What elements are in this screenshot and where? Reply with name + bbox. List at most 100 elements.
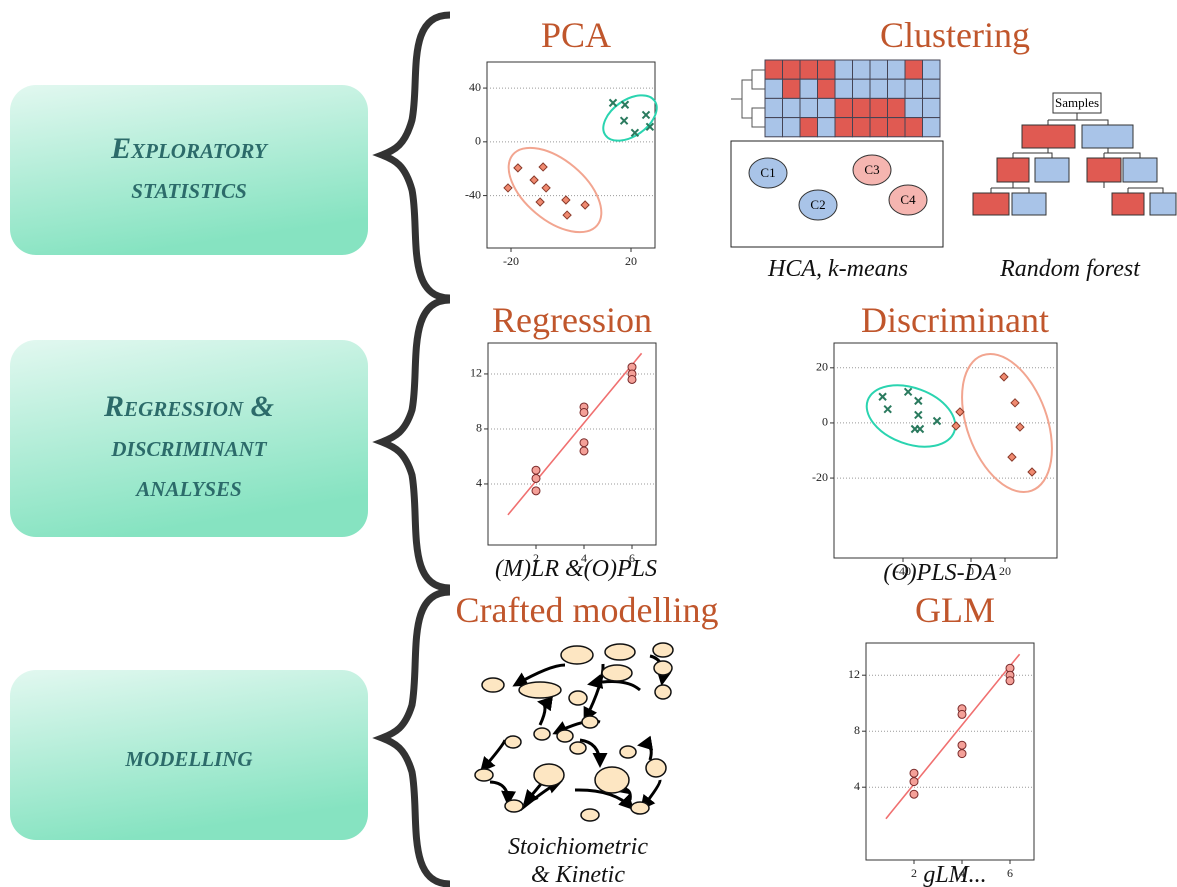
network-node <box>569 741 587 755</box>
heat-cell <box>922 117 941 138</box>
x-tick-label: 2 <box>911 866 917 880</box>
heat-cell <box>904 97 923 119</box>
group-ellipse <box>865 384 957 448</box>
panel-title: PCA <box>541 15 611 55</box>
point <box>561 195 571 205</box>
point <box>627 374 637 384</box>
network-edge <box>574 788 635 811</box>
heat-cell <box>834 59 853 80</box>
heat-cell <box>852 97 871 119</box>
y-tick-label: 8 <box>854 723 860 737</box>
tree-edge <box>990 113 1164 193</box>
point <box>579 407 589 417</box>
dendrogram <box>731 69 765 128</box>
heat-cell <box>887 97 906 119</box>
panel-title: Regression <box>492 300 652 340</box>
network-node <box>556 729 574 743</box>
point <box>951 421 961 431</box>
point <box>955 407 965 417</box>
network-node <box>518 681 562 699</box>
heat-cell <box>869 117 888 138</box>
point <box>1005 676 1015 686</box>
heat-cell <box>852 117 871 138</box>
point <box>620 100 630 109</box>
network-node <box>604 643 636 661</box>
x-tick-label: 20 <box>999 564 1011 578</box>
panel-title: GLM <box>915 590 995 630</box>
y-tick-label: 0 <box>822 415 828 429</box>
point <box>999 372 1009 382</box>
heat-cell <box>782 97 801 119</box>
network-edge <box>537 696 553 726</box>
point <box>914 410 923 420</box>
section-boxes <box>10 85 368 840</box>
tree-node <box>996 157 1030 183</box>
section-label: Regression & <box>103 390 274 423</box>
network-node <box>560 645 594 665</box>
network-node <box>581 715 599 729</box>
plot-frame <box>833 342 1058 559</box>
y-tick-label: 8 <box>476 421 482 435</box>
braces <box>372 11 451 887</box>
heat-cell <box>764 59 783 80</box>
point <box>579 438 589 448</box>
heat-cell <box>904 117 923 138</box>
tree-node <box>1011 192 1047 216</box>
network-node <box>580 808 600 822</box>
caption: & Kinetic <box>531 862 625 887</box>
point <box>932 416 942 426</box>
point <box>1027 467 1037 477</box>
x-tick-label: 2 <box>533 551 539 565</box>
point <box>878 392 887 401</box>
x-tick-label: 6 <box>1007 866 1013 880</box>
y-tick-label: 12 <box>848 667 860 681</box>
point <box>909 789 919 799</box>
heat-cell <box>817 78 836 99</box>
network-node <box>653 660 673 676</box>
point <box>531 486 541 496</box>
point <box>909 777 919 787</box>
y-tick-label: -20 <box>812 470 828 484</box>
dendrogram-branch <box>731 69 765 128</box>
tree-node <box>1081 124 1134 149</box>
heat-cell <box>799 97 818 119</box>
tree-root-label: Samples <box>1055 95 1099 110</box>
point <box>535 197 545 207</box>
network-edge <box>637 735 654 761</box>
heat-cell <box>922 97 941 119</box>
point <box>608 98 618 108</box>
point <box>503 183 513 193</box>
group-ellipse <box>602 94 658 142</box>
network-node <box>504 799 524 813</box>
point <box>580 200 590 210</box>
heat-cell <box>764 117 783 138</box>
point <box>630 128 640 138</box>
section-box <box>10 340 368 537</box>
network-node <box>533 727 551 741</box>
point <box>1015 422 1025 432</box>
caption: (M)LR &(O)PLS <box>495 556 657 582</box>
plot-discriminant: 20 0 -20 -40 0 20 <box>812 342 1058 578</box>
plot-frame <box>487 342 657 546</box>
point <box>579 446 589 456</box>
point <box>541 183 551 193</box>
cluster <box>748 157 788 189</box>
network-edge <box>489 780 517 806</box>
panel-title: Clustering <box>880 15 1030 55</box>
cluster <box>888 184 928 216</box>
tree-node <box>1111 192 1145 216</box>
network-node <box>504 735 522 749</box>
cluster <box>798 189 838 221</box>
point <box>531 465 541 475</box>
point <box>883 404 892 414</box>
network-node <box>630 801 650 815</box>
section-label: statistics <box>131 172 247 205</box>
point <box>1010 398 1020 408</box>
group-ellipse <box>961 352 1053 494</box>
heat-cell <box>799 59 818 80</box>
cluster-label: C2 <box>810 197 825 212</box>
panel-title: Crafted modelling <box>456 590 719 630</box>
point <box>645 122 655 131</box>
heat-cell <box>852 78 871 99</box>
